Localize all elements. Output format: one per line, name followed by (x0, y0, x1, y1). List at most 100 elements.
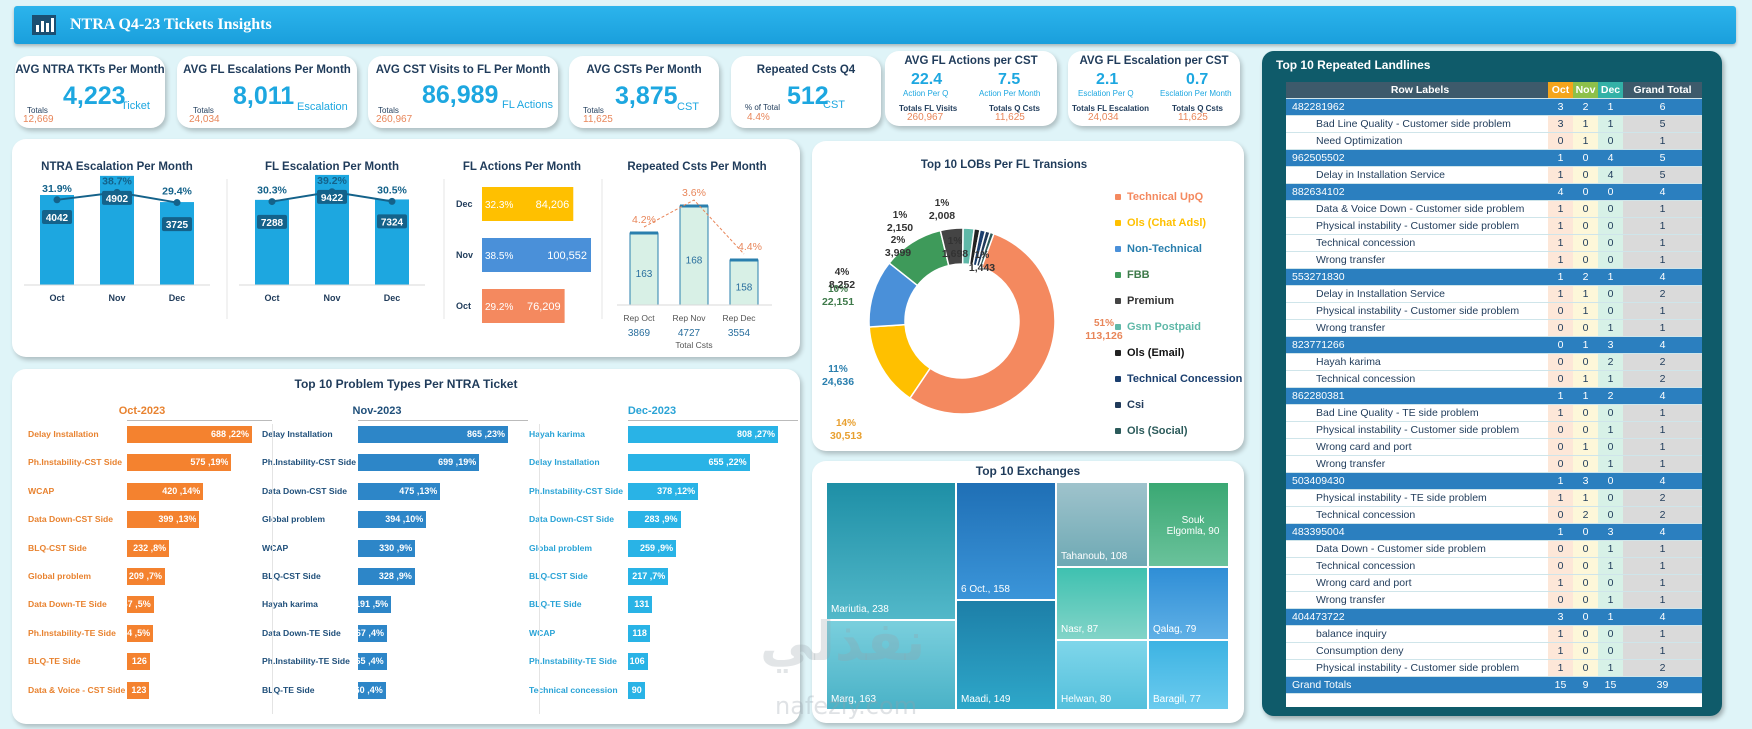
repeated-landlines-panel: Top 10 Repeated Landlines Row Labels Oct N… (1262, 51, 1722, 716)
kpi-sub-label: Totals (27, 106, 48, 115)
problem-bar (127, 596, 154, 614)
pivot-group-row: 404473722 3 0 1 4 (1286, 609, 1702, 626)
pivot-group-row: 503409430 1 3 0 4 (1286, 473, 1702, 490)
pivot-row-label: 404473722 (1286, 609, 1548, 626)
pivot-cell: 1 (1573, 286, 1598, 303)
pivot-cell: 1 (1623, 422, 1702, 439)
problem-bar-value: 5%, 191 (358, 599, 389, 610)
pivot-cell: 0 (1548, 133, 1573, 150)
pivot-cell: 39 (1623, 677, 1702, 694)
problem-bar (628, 596, 653, 614)
legend-item: Ols (Social) (1115, 425, 1188, 437)
problem-bar-value: 13%, 399 (158, 514, 197, 525)
slice-pct-label: 2% (891, 235, 906, 246)
kpi-sub-label: Totals (583, 106, 604, 115)
pivot-cell: 0 (1573, 201, 1598, 218)
pivot-cell: 1 (1623, 541, 1702, 558)
legend-swatch (1115, 194, 1121, 201)
problem-bar-value: 9%, 330 (379, 542, 413, 553)
legend-item: FBB (1115, 269, 1150, 281)
pivot-cell: 4 (1623, 473, 1702, 490)
bar (375, 199, 409, 285)
kpi-card-csts: AVG CSTs Per Month 3,875 CST Totals 11,6… (569, 56, 719, 128)
pivot-cell: 0 (1573, 150, 1598, 167)
pivot-cell: 3 (1548, 99, 1573, 116)
problem-bar (628, 539, 677, 557)
pivot-cell: 0 (1548, 592, 1573, 609)
pivot-detail-row: Delay in Installation Service 1 1 0 2 (1286, 286, 1702, 303)
pivot-row-label: Bad Line Quality - Customer side problem (1286, 116, 1548, 133)
pivot-row-label: Wrong card and port (1286, 575, 1548, 592)
pivot-row-label: Hayah karima (1286, 354, 1548, 371)
pivot-cell: 1 (1573, 490, 1598, 507)
problem-label: Delay Installation (28, 429, 99, 439)
pivot-group-row: 862280381 1 1 2 4 (1286, 388, 1702, 405)
pivot-cell: 1 (1548, 201, 1573, 218)
kpi-title: AVG NTRA TKTs Per Month (15, 64, 165, 76)
pivot-cell: 0 (1548, 354, 1573, 371)
treemap-label: 6 Oct., 158 (961, 584, 1010, 595)
total-label: 3869 (628, 328, 651, 339)
problem-bar-row: Delay Installation 22%, 655 (529, 451, 784, 477)
treemap-cell: 6 Oct., 158 (956, 482, 1056, 600)
monthly-charts-card: NTRA Escalation Per Month 4042 Oct 31.9% 490… (12, 139, 800, 357)
problem-bar (358, 511, 427, 529)
pivot-detail-row: Hayah karima 0 0 2 2 (1286, 354, 1702, 371)
pivot-group-row: 882634102 4 0 0 4 (1286, 184, 1702, 201)
pivot-cell: 0 (1573, 218, 1598, 235)
pivot-row-label: Physical instability - Customer side pro… (1286, 660, 1548, 677)
pivot-cell: 2 (1573, 99, 1598, 116)
treemap-label: Maadi, 149 (961, 694, 1011, 705)
slice-value-label: 22,151 (822, 296, 854, 308)
pivot-cell: 1 (1598, 660, 1623, 677)
problem-types-title: Top 10 Problem Types Per NTRA Ticket (294, 377, 518, 391)
problem-bar-value: 106 (629, 656, 645, 667)
legend-label: Ols (Email) (1127, 347, 1185, 359)
pivot-cell: 4 (1623, 388, 1702, 405)
legend-label: Technical Concession (1127, 373, 1243, 385)
pivot-cell: 0 (1598, 507, 1623, 524)
y-tick-label: Nov (456, 250, 473, 260)
pivot-cell: 0 (1598, 405, 1623, 422)
kpi-sub-label: % of Total (745, 103, 780, 112)
problem-label: Data Down-CST Side (529, 514, 614, 525)
pivot-cell: 0 (1573, 609, 1598, 626)
pivot-cell: 1 (1623, 252, 1702, 269)
kpi-value: 86,989 (422, 81, 499, 109)
bar-pct-label: 32.3% (485, 200, 513, 211)
kpi-unit: FL Actions (502, 99, 553, 111)
problem-bar (358, 482, 441, 500)
problem-bar-value: 5%, 144 (127, 627, 151, 638)
kpi-sub-value: 260,967 (376, 114, 413, 125)
pivot-cell: 0 (1598, 252, 1623, 269)
pivot-cell: 1 (1623, 303, 1702, 320)
kpi-title: AVG CST Visits to FL Per Month (375, 64, 551, 76)
bar-pct-label: 29.2% (485, 302, 513, 313)
problem-bar-value: 131 (634, 599, 650, 610)
pivot-row-label: Consumption deny (1286, 643, 1548, 660)
problem-bar-value: 9%, 283 (644, 514, 678, 525)
dashboard-title: NTRA Q4-23 Tickets Insights (70, 16, 272, 33)
slice-value-label: 8,252 (829, 279, 855, 291)
pivot-row-label: Wrong transfer (1286, 592, 1548, 609)
problem-bar-value: 4%, 167 (358, 627, 384, 638)
problem-bar (127, 511, 200, 529)
pct-label: 3.6% (682, 187, 706, 199)
pivot-detail-row: Physical instability - Customer side pro… (1286, 660, 1702, 677)
problem-bar-row: Ph.Instability-CST Side 12%, 378 (529, 480, 784, 506)
pivot-cell: 1 (1598, 116, 1623, 133)
problem-bar-row: WCAP 118 (529, 622, 784, 648)
pivot-cell: 0 (1598, 218, 1623, 235)
kpi-value: 8,011 (233, 82, 295, 110)
series-title-underline (358, 420, 528, 421)
slice-value-label: 2,008 (929, 210, 955, 222)
kpi-value: 4,223 (63, 82, 126, 110)
pivot-cell: 4 (1623, 269, 1702, 286)
pivot-detail-row: Wrong transfer 0 0 1 1 (1286, 456, 1702, 473)
problem-bar-value: 14%, 420 (162, 485, 201, 496)
pivot-row-label: 553271830 (1286, 269, 1548, 286)
problem-bar-value: 23%, 865 (466, 429, 505, 439)
bar-value-label: 4902 (106, 194, 129, 205)
problem-bar-row: Data Down-CST Side 13%, 475 (262, 480, 517, 506)
pivot-detail-row: Physical instability - Customer side pro… (1286, 303, 1702, 320)
